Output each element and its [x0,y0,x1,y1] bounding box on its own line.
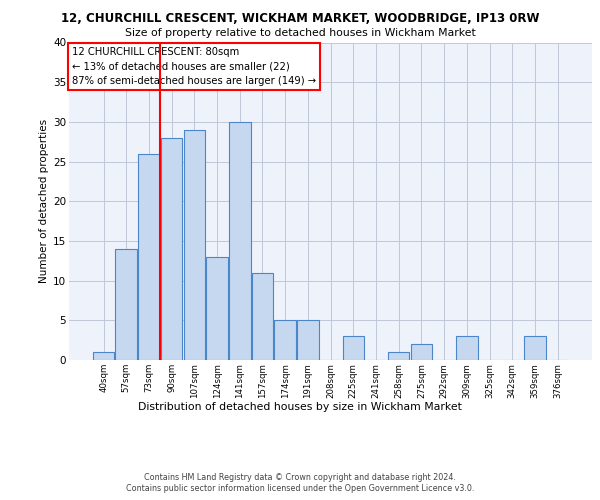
Text: Size of property relative to detached houses in Wickham Market: Size of property relative to detached ho… [125,28,475,38]
Text: 12 CHURCHILL CRESCENT: 80sqm
← 13% of detached houses are smaller (22)
87% of se: 12 CHURCHILL CRESCENT: 80sqm ← 13% of de… [71,48,316,86]
Bar [343,336,364,360]
Text: Contains HM Land Registry data © Crown copyright and database right 2024.: Contains HM Land Registry data © Crown c… [144,472,456,482]
Bar [456,336,478,360]
Text: 12, CHURCHILL CRESCENT, WICKHAM MARKET, WOODBRIDGE, IP13 0RW: 12, CHURCHILL CRESCENT, WICKHAM MARKET, … [61,12,539,26]
Y-axis label: Number of detached properties: Number of detached properties [39,119,49,284]
Bar [206,257,228,360]
Bar [274,320,296,360]
Bar [297,320,319,360]
Bar [93,352,115,360]
Bar [252,272,273,360]
Bar [161,138,182,360]
Bar [229,122,251,360]
Bar [524,336,546,360]
Bar [184,130,205,360]
Text: Distribution of detached houses by size in Wickham Market: Distribution of detached houses by size … [138,402,462,412]
Bar [388,352,409,360]
Text: Contains public sector information licensed under the Open Government Licence v3: Contains public sector information licen… [126,484,474,493]
Bar [115,249,137,360]
Bar [410,344,432,360]
Bar [138,154,160,360]
